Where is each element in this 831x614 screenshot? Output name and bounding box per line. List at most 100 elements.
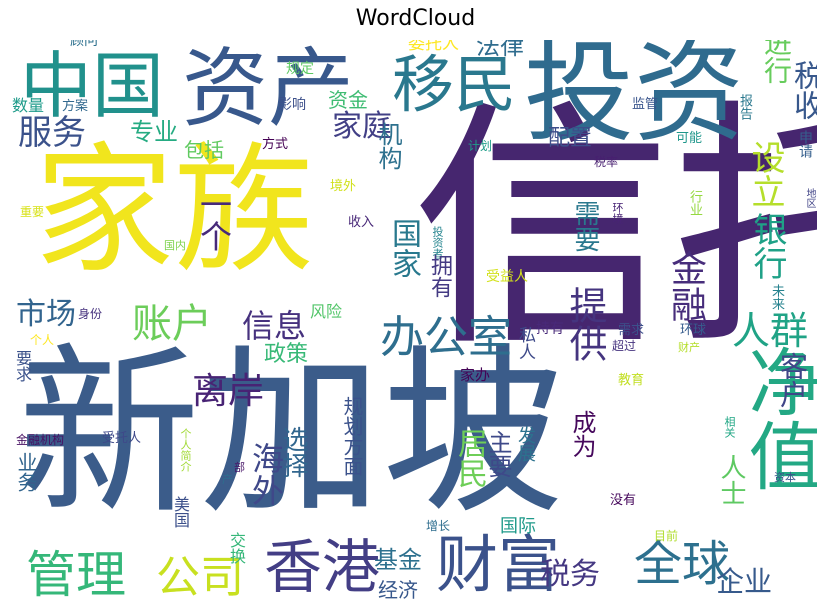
word-caichan: 财产 — [678, 341, 700, 354]
word-geren: 个人 — [30, 333, 55, 347]
word-jiating: 家庭 — [332, 109, 392, 144]
word-xiangguan: 相关 — [723, 416, 736, 438]
word-haiwai: 海外 — [247, 442, 285, 506]
word-zhongyao: 重要 — [20, 205, 45, 219]
word-diqu: 地区 — [804, 188, 815, 208]
word-shuishou: 税收 — [788, 60, 817, 120]
word-zhuyao: 主要 — [484, 430, 512, 478]
word-guoji: 国际 — [500, 516, 536, 537]
word-siren: 私人 — [515, 326, 535, 360]
word-yinhang: 银行 — [747, 212, 787, 280]
word-falv: 法律 — [476, 40, 524, 60]
word-muqian: 目前 — [654, 529, 679, 543]
word-xuqiu: 需求 — [618, 323, 645, 338]
word-jiazu: 家族 — [34, 130, 315, 293]
word-jinrongjigou: 金融机构 — [16, 433, 65, 447]
word-guonei: 国内 — [164, 239, 186, 252]
word-guiding: 规定 — [286, 61, 314, 77]
word-xianggang: 香港 — [264, 533, 381, 601]
word-jihua: 计划 — [468, 139, 493, 153]
word-gongsi: 公司 — [156, 552, 244, 603]
word-fengxian: 风险 — [310, 302, 343, 321]
word-chiyou: 持有 — [536, 321, 564, 337]
word-sheli: 设立 — [745, 140, 785, 208]
word-qiye: 企业 — [716, 565, 773, 598]
word-shuliang: 数量 — [12, 96, 45, 115]
word-tigong: 提供 — [563, 286, 607, 362]
word-jigou: 机构 — [374, 122, 402, 170]
word-jianguan: 监管 — [632, 97, 659, 112]
word-yongyou: 拥有 — [427, 254, 452, 298]
word-guwen: 顾问 — [70, 40, 98, 49]
word-yewu: 业务 — [14, 452, 38, 492]
word-touzizhe: 投资者 — [431, 226, 444, 259]
word-zhanghu: 账户 — [132, 301, 212, 347]
word-shenqing: 申请 — [797, 130, 813, 158]
word-chan: 产 — [222, 473, 233, 486]
word-jumin: 居民 — [452, 428, 487, 488]
word-kehu: 客户 — [776, 352, 809, 408]
word-fangan: 方案 — [62, 99, 89, 114]
word-jiaban: 家办 — [460, 366, 491, 384]
word-caifu: 财富 — [436, 528, 561, 601]
word-jijin: 基金 — [374, 546, 422, 574]
word-guihuafangmian: 规划方面 — [340, 396, 364, 476]
word-zhengce: 政策 — [264, 342, 309, 367]
word-fuwu: 服务 — [18, 113, 86, 153]
word-fazhan: 发展 — [515, 426, 536, 462]
word-zengzhang: 增长 — [426, 519, 451, 533]
word-fangshi: 方式 — [262, 137, 289, 152]
word-jingwai: 境外 — [330, 179, 357, 194]
word-meiyou: 没有 — [610, 493, 637, 508]
word-jinxing: 进行 — [760, 40, 793, 84]
word-jingzhi: 净值 — [736, 344, 817, 492]
word-meiguo: 美国 — [171, 496, 190, 528]
word-xinjiapo: 新加坡 — [18, 327, 564, 539]
word-peizhi: 配置 — [548, 126, 593, 151]
word-jiaohuan: 交换 — [227, 532, 246, 564]
word-chengwei: 成为 — [568, 410, 596, 458]
word-quanqiu: 全球 — [634, 536, 731, 592]
word-renshi: 人士 — [716, 454, 746, 506]
word-shichang: 市场 — [16, 297, 76, 332]
word-renqun: 人群 — [732, 309, 809, 353]
word-baogao: 报告 — [737, 94, 752, 120]
word-huanqiu: 环球 — [680, 323, 707, 338]
word-touzi: 投资 — [524, 40, 744, 157]
word-weilai: 未来 — [769, 284, 784, 310]
word-guojia: 国家 — [386, 218, 421, 278]
word-yaoqiu: 要求 — [13, 350, 32, 382]
word-yingxiang: 影响 — [278, 97, 306, 113]
word-keneng: 可能 — [676, 131, 703, 146]
word-xinxi: 信息 — [242, 307, 307, 345]
word-zhuanye: 专业 — [130, 118, 178, 146]
word-shoutuoren: 受托人 — [102, 431, 142, 446]
word-zijin: 资金 — [328, 88, 368, 112]
word-hangye: 行业 — [687, 190, 702, 216]
word-jingji: 经济 — [378, 578, 418, 602]
word-shouru: 收入 — [348, 215, 375, 230]
word-lian: 离岸 — [192, 371, 265, 412]
word-shuiwu: 税务 — [540, 557, 600, 592]
word-shouyiren: 受益人 — [486, 269, 528, 285]
word-yige: 一个 — [195, 188, 233, 252]
word-jinrong: 金融 — [665, 250, 706, 322]
word-chaoguo: 超过 — [612, 339, 637, 353]
word-guanli: 管理 — [26, 546, 126, 604]
word-zichan: 资产 — [182, 40, 354, 139]
word-ziben: 资本 — [774, 471, 796, 484]
word-yimin: 移民 — [392, 48, 517, 121]
word-xuyao: 需要 — [570, 200, 600, 252]
word-xuanze: 选择 — [278, 426, 308, 478]
word-shuilv: 税率 — [594, 155, 619, 169]
word-xintuo: 信托 — [412, 79, 817, 381]
word-zhongguo: 中国 — [20, 44, 165, 128]
page-title: WordCloud — [355, 6, 476, 31]
word-weituoren: 委托人 — [408, 40, 459, 54]
word-gerenjianjie: 个人简介 — [179, 428, 192, 472]
word-huanjing: 环境 — [611, 202, 624, 224]
word-shenfen: 身份 — [78, 307, 103, 321]
word-cloud: 新加坡 信托 家族 投资 资产 中国 移民 净值 香港 财富 全球 管理 公司 … — [12, 40, 817, 604]
word-bu: 部 — [234, 461, 245, 474]
word-jiaoyu: 教育 — [618, 373, 645, 388]
